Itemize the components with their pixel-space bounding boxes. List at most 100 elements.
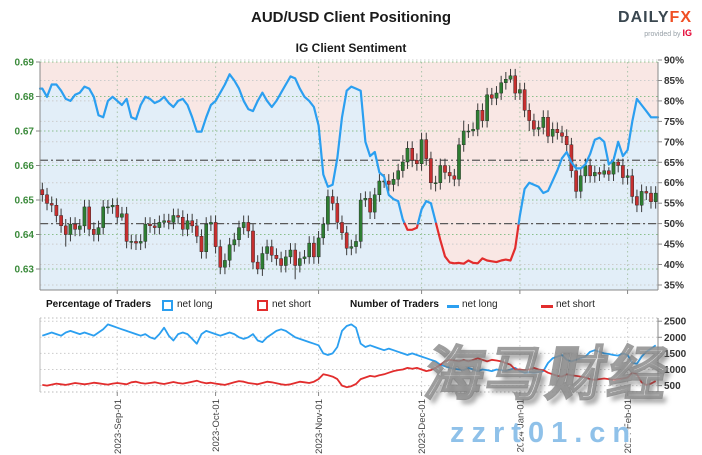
sentiment-line-segment: [416, 200, 438, 225]
candle-body: [185, 220, 190, 230]
candle-body: [82, 206, 87, 227]
count-tick-label: 500: [664, 381, 681, 392]
candle-body: [518, 89, 522, 94]
candle-body: [424, 139, 429, 159]
candle-body: [372, 194, 377, 213]
candle-body: [213, 222, 218, 247]
candle-body: [625, 175, 630, 178]
candle-body: [546, 116, 550, 137]
candle-body: [171, 215, 176, 223]
candle-body: [293, 249, 298, 266]
candle-body: [87, 206, 91, 230]
dailyfx-logo: DAILYFX provided by IG: [618, 9, 692, 39]
dailyfx-logo-text: DAILYFX: [618, 9, 692, 26]
candle-body: [541, 116, 546, 128]
candle-body: [387, 180, 391, 185]
percent-tick-label: 40%: [664, 260, 684, 271]
page-title: AUD/USD Client Positioning: [251, 9, 451, 26]
candle-body: [148, 223, 152, 227]
candle-body: [96, 227, 101, 235]
candle-body: [91, 229, 96, 235]
candle-body: [452, 175, 457, 180]
candle-body: [363, 198, 368, 201]
candle-body: [396, 170, 401, 180]
candle-body: [602, 170, 606, 175]
candle-body: [475, 110, 480, 130]
candle-body: [555, 129, 560, 133]
candle-body: [438, 165, 443, 183]
candle-body: [490, 94, 494, 99]
date-tick-label: 2023-Nov-01: [314, 399, 325, 454]
candle-body: [607, 170, 611, 175]
dailyfx-logo-fx: FX: [669, 9, 692, 26]
candle-body: [134, 241, 138, 244]
candle-body: [485, 94, 489, 121]
price-tick-label: 0.64: [15, 230, 35, 241]
sentiment-line-segment: [517, 97, 660, 225]
candle-body: [312, 242, 316, 258]
candle-body: [204, 223, 209, 252]
price-tick-label: 0.66: [15, 161, 35, 172]
candle-body: [358, 199, 363, 242]
candle-body: [635, 196, 639, 206]
candle-body: [176, 215, 180, 218]
candle-body: [199, 235, 204, 252]
date-tick-label: 2024-Jan-01: [515, 399, 526, 452]
price-tick-label: 0.65: [15, 196, 35, 207]
percent-tick-label: 55%: [664, 199, 684, 210]
candle-body: [349, 246, 354, 249]
candle-body: [321, 223, 326, 239]
candle-body: [251, 230, 255, 263]
legend-count-net-short-label: net short: [556, 299, 595, 310]
watermark-cjk-text: 海马财经: [419, 341, 676, 408]
sentiment-line-segment: [435, 222, 520, 265]
candle-body: [471, 129, 475, 132]
candle-body: [232, 239, 237, 246]
candle-body: [639, 191, 644, 206]
candle-body: [129, 241, 134, 243]
candle-body: [209, 222, 213, 225]
chart-legend: Percentage of Traders net long net short…: [0, 297, 702, 315]
candle-body: [508, 75, 513, 80]
candle-body: [653, 192, 658, 202]
sentiment-fill-above: [40, 62, 658, 264]
candle-body: [40, 189, 45, 196]
candle-body: [284, 256, 288, 266]
candle-body: [241, 222, 246, 228]
candle-body: [335, 203, 340, 223]
chart-subtitle: IG Client Sentiment: [295, 41, 407, 55]
watermark-url-text: zzrt01.cn: [450, 417, 638, 449]
candle-body: [162, 220, 166, 223]
candle-body: [288, 249, 293, 258]
candle-body: [59, 215, 63, 227]
candle-body: [124, 213, 129, 242]
candle-body: [480, 110, 485, 121]
legend-count-net-short-swatch: [541, 305, 553, 308]
date-tick-label: 2024-Feb-01: [623, 399, 634, 453]
count-tick-label: 2500: [664, 317, 687, 328]
date-tick-label: 2023-Oct-01: [211, 399, 222, 452]
candle-body: [152, 225, 157, 228]
candle-body: [443, 165, 447, 173]
candle-body: [49, 203, 54, 206]
candle-body: [255, 261, 260, 270]
candle-body: [649, 192, 653, 202]
candle-body: [260, 253, 265, 270]
sentiment-line-segment: [403, 222, 419, 231]
candle-body: [45, 194, 49, 204]
candle-body: [269, 246, 274, 256]
candle-body: [307, 242, 312, 258]
candle-body: [354, 241, 358, 247]
candle-body: [621, 165, 625, 178]
legend-pct-net-long-label: net long: [177, 299, 213, 310]
candle-body: [316, 237, 321, 258]
candle-body: [274, 254, 279, 259]
candle-body: [447, 172, 452, 177]
price-tick-label: 0.68: [15, 92, 35, 103]
candle-body: [368, 198, 372, 213]
candle-body: [401, 161, 405, 171]
candle-body: [115, 204, 120, 218]
percent-tick-label: 75%: [664, 117, 684, 128]
legend-net-short-swatch: [257, 300, 268, 311]
